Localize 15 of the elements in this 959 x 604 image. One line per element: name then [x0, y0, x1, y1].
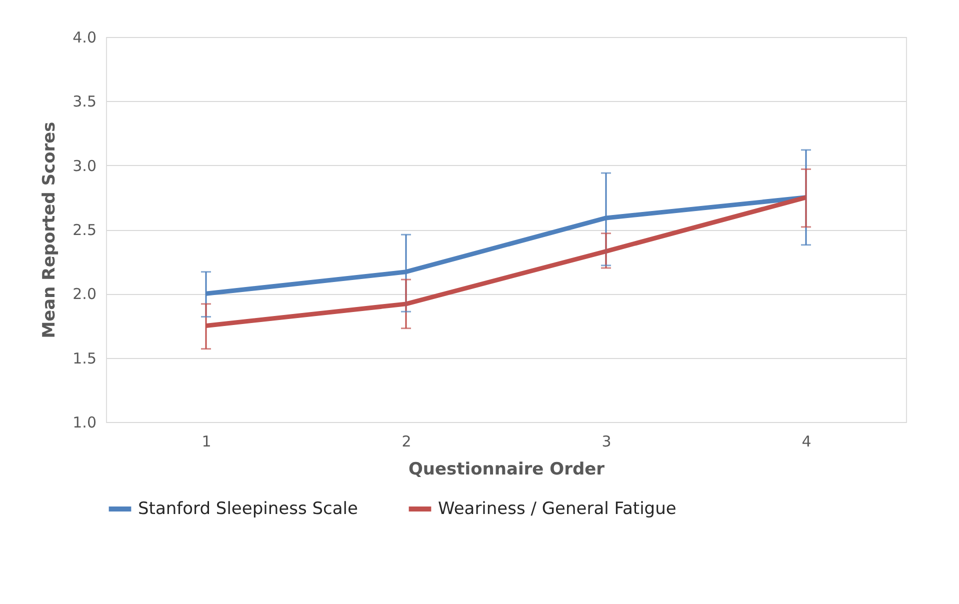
y-tick-label: 2.5: [72, 221, 96, 239]
y-tick-label: 1.5: [72, 349, 96, 368]
x-tick-label: 2: [402, 432, 412, 450]
y-axis-title: Mean Reported Scores: [40, 122, 60, 338]
x-axis-title: Questionnaire Order: [408, 460, 606, 480]
y-tick-label: 1.0: [72, 414, 96, 432]
x-tick-label: 1: [202, 432, 212, 450]
x-tick-label: 3: [602, 432, 612, 450]
legend-label: Stanford Sleepiness Scale: [138, 499, 358, 519]
x-tick-label: 4: [802, 432, 812, 450]
y-tick-label: 3.0: [72, 156, 96, 175]
legend-label: Weariness / General Fatigue: [438, 499, 676, 519]
y-tick-label: 4.0: [72, 28, 96, 46]
y-tick-label: 2.0: [72, 285, 96, 304]
y-tick-label: 3.5: [72, 92, 96, 111]
